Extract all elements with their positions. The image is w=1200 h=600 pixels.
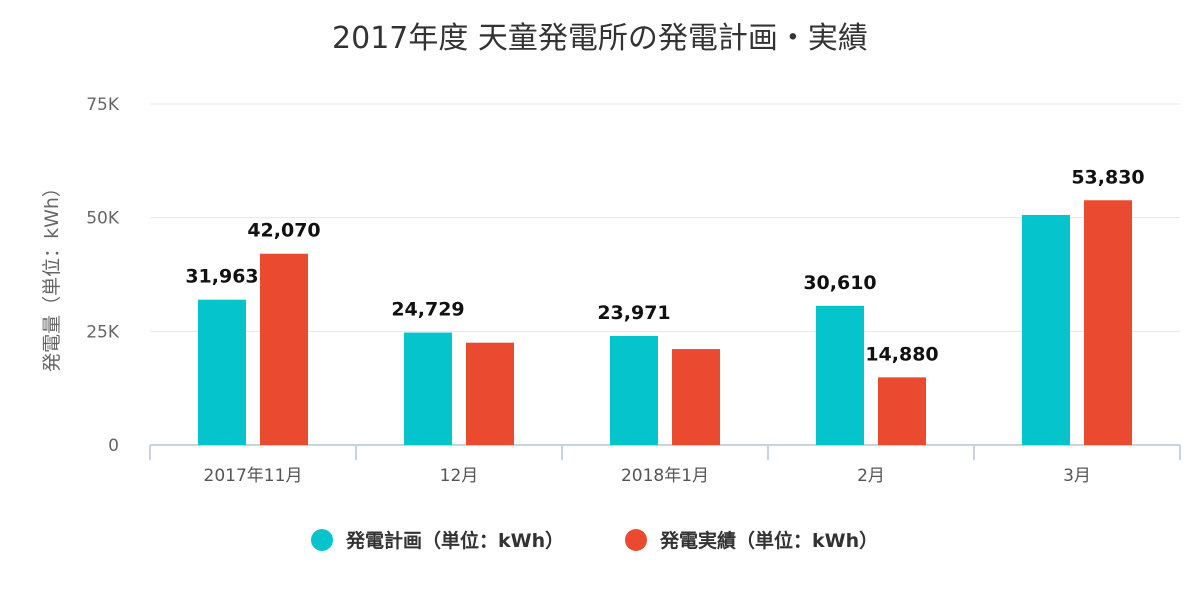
bar[interactable]	[816, 305, 864, 445]
y-tick-label: 0	[108, 436, 119, 456]
bar[interactable]	[466, 342, 514, 445]
y-tick-label: 25K	[86, 322, 120, 342]
bar[interactable]	[404, 332, 452, 445]
data-label: 23,971	[597, 302, 670, 324]
bars	[198, 200, 1132, 445]
legend-swatch	[625, 529, 647, 551]
gridlines	[150, 103, 1180, 332]
x-category-label: 3月	[1063, 466, 1091, 486]
y-tick-label: 75K	[86, 95, 120, 115]
y-axis-title: 発電量（単位：kWh）	[41, 178, 63, 372]
chart-title: 2017年度 天童発電所の発電計画・実績	[332, 21, 868, 56]
bar[interactable]	[1022, 214, 1070, 445]
x-category-label: 12月	[440, 466, 479, 486]
data-labels: 31,963 24,729 23,971 30,610 42,070 14,880 53,8…	[183, 164, 1146, 367]
bar[interactable]	[610, 336, 658, 445]
y-tick-label: 50K	[86, 209, 120, 229]
data-label: 30,610	[803, 272, 876, 294]
x-category-label: 2017年11月	[204, 466, 303, 486]
x-category-label: 2月	[857, 466, 885, 486]
legend-label: 発電計画（単位：kWh）	[345, 529, 564, 552]
x-axis	[149, 444, 1181, 460]
data-label: 14,880	[865, 343, 938, 365]
bar[interactable]	[1084, 200, 1132, 445]
legend-label: 発電実績（単位：kWh）	[659, 529, 878, 552]
data-label: 31,963	[185, 266, 258, 288]
legend-item[interactable]: 発電実績（単位：kWh）	[625, 529, 878, 552]
category-labels: 2017年11月 12月 2018年1月 2月 3月	[204, 466, 1091, 486]
data-label: 42,070	[247, 220, 320, 242]
x-category-label: 2018年1月	[621, 466, 709, 486]
y-axis-ticks: 0 25K 50K 75K	[86, 95, 120, 456]
legend: 発電計画（単位：kWh） 発電実績（単位：kWh）	[311, 529, 878, 552]
bar[interactable]	[672, 349, 720, 445]
bar[interactable]	[878, 377, 926, 445]
data-label: 24,729	[391, 299, 464, 321]
data-label: 53,830	[1071, 166, 1144, 188]
legend-swatch	[311, 529, 333, 551]
bar[interactable]	[198, 299, 246, 445]
legend-item[interactable]: 発電計画（単位：kWh）	[311, 529, 564, 552]
bar[interactable]	[260, 253, 308, 445]
